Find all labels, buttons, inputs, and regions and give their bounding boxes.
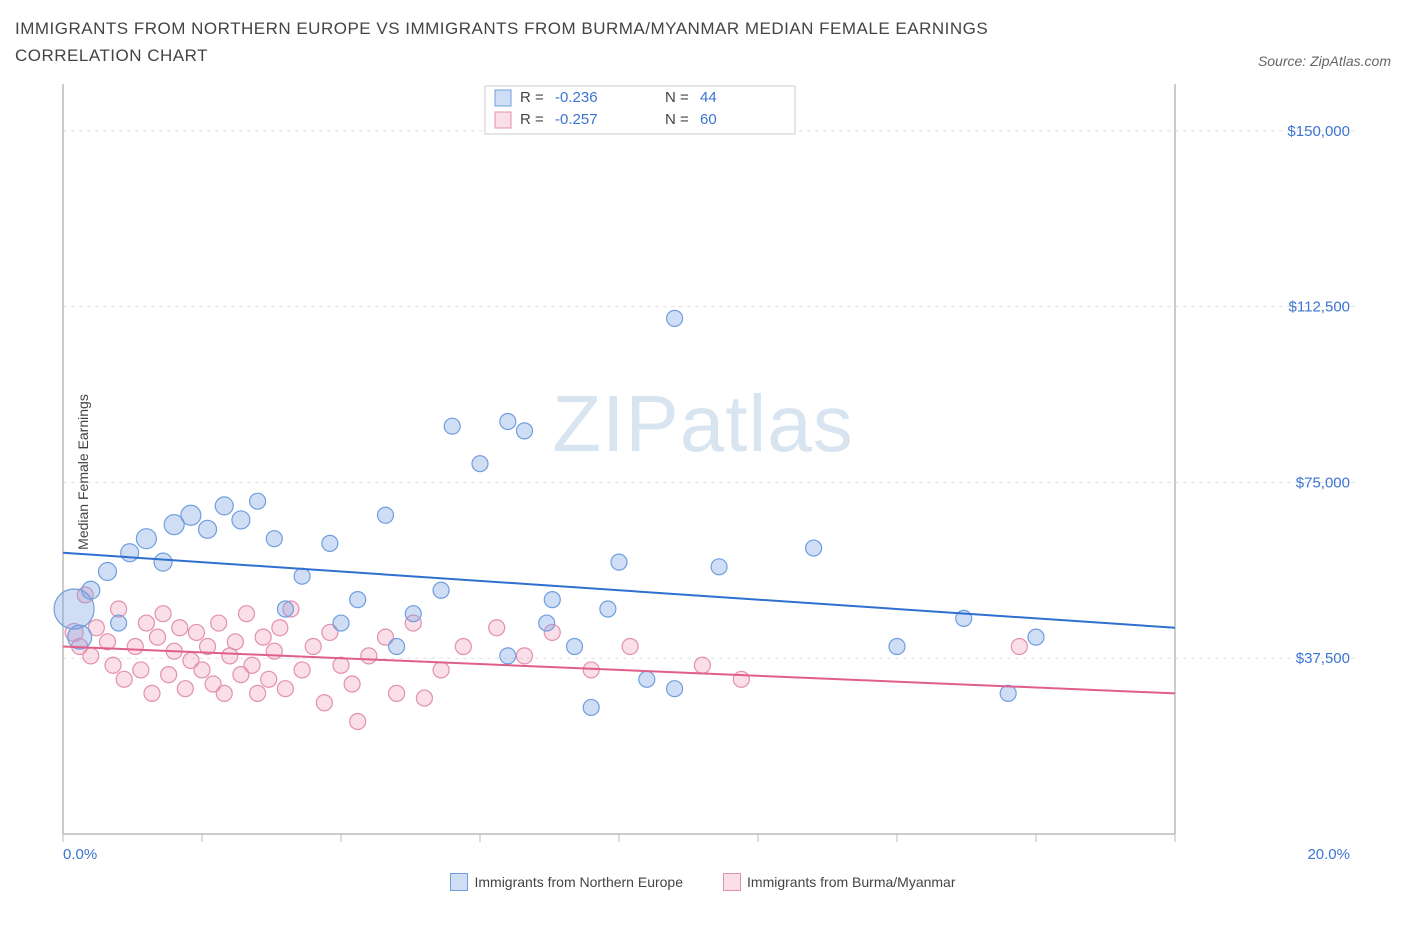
svg-text:N =: N = xyxy=(665,89,689,106)
chart-title: IMMIGRANTS FROM NORTHERN EUROPE VS IMMIG… xyxy=(15,15,1115,69)
svg-text:$112,500: $112,500 xyxy=(1289,299,1350,316)
legend-swatch-0 xyxy=(450,873,468,891)
correlation-scatter-chart: $37,500 $75,000 $112,500 $150,000 0.0% 20.0% R… xyxy=(15,74,1355,864)
svg-text:0.0%: 0.0% xyxy=(63,846,97,863)
svg-text:$150,000: $150,000 xyxy=(1287,123,1350,140)
legend-swatch-1 xyxy=(723,873,741,891)
legend-item-series-1: Immigrants from Burma/Myanmar xyxy=(723,873,955,891)
source-label: Source: ZipAtlas.com xyxy=(1258,53,1391,69)
svg-text:20.0%: 20.0% xyxy=(1307,846,1350,863)
y-axis-label: Median Female Earnings xyxy=(75,394,91,550)
svg-text:R =: R = xyxy=(520,111,544,128)
svg-text:N =: N = xyxy=(665,111,689,128)
legend-label-0: Immigrants from Northern Europe xyxy=(474,874,683,890)
svg-text:-0.257: -0.257 xyxy=(555,111,598,128)
svg-text:R =: R = xyxy=(520,89,544,106)
svg-text:$75,000: $75,000 xyxy=(1296,475,1350,492)
svg-text:$37,500: $37,500 xyxy=(1296,651,1350,668)
svg-text:44: 44 xyxy=(700,89,717,106)
svg-text:-0.236: -0.236 xyxy=(555,89,598,106)
bottom-legend: Immigrants from Northern Europe Immigran… xyxy=(15,873,1391,891)
legend-label-1: Immigrants from Burma/Myanmar xyxy=(747,874,955,890)
svg-text:60: 60 xyxy=(700,111,717,128)
legend-item-series-0: Immigrants from Northern Europe xyxy=(450,873,683,891)
